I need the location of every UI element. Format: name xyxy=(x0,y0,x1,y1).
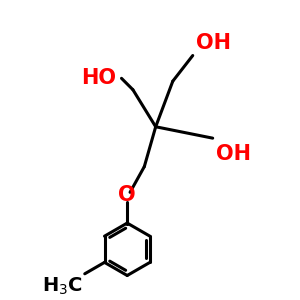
Text: OH: OH xyxy=(196,33,231,53)
Text: HO: HO xyxy=(82,68,117,88)
Text: H$_3$C: H$_3$C xyxy=(43,275,83,296)
Text: OH: OH xyxy=(215,144,250,164)
Text: O: O xyxy=(118,185,136,205)
